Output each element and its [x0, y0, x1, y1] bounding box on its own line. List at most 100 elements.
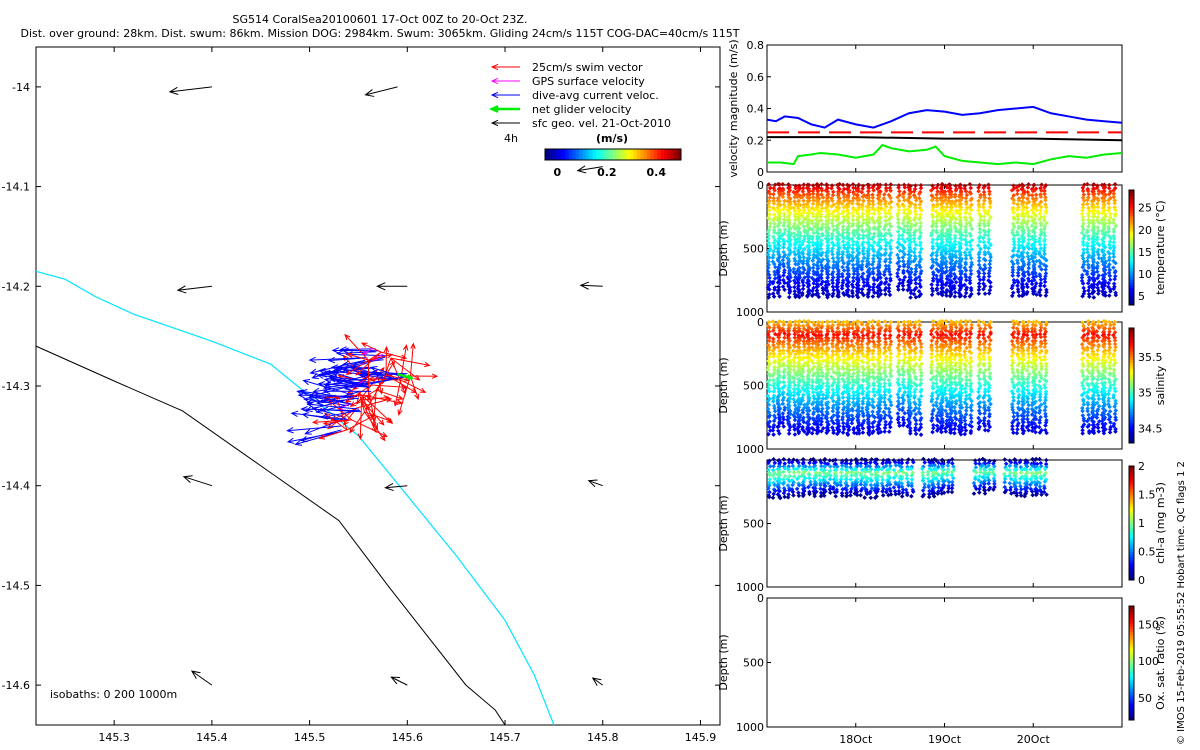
temperature-ylabel: Depth (m) [717, 220, 730, 276]
temperature-colorbar-cell [1129, 244, 1134, 248]
colorbar-cell [548, 149, 553, 160]
map-xtick-label: 145.7 [489, 731, 521, 744]
colorbar-cell [585, 149, 590, 160]
temperature-colorbar-cell [1129, 247, 1134, 251]
temperature-sample-point [773, 264, 778, 270]
map-xtick-label: 145.4 [196, 731, 228, 744]
temperature-sample-point [786, 265, 791, 270]
velocity-ytick-label: 0 [757, 166, 764, 179]
temperature-colorbar-cell [1129, 233, 1134, 237]
temperature-sample-point [825, 258, 831, 264]
temperature-colorbar-tick-label: 10 [1138, 268, 1152, 281]
temperature-sample-point [775, 290, 781, 296]
temperature-sample-point [839, 283, 845, 289]
temperature-colorbar-cell [1129, 279, 1134, 283]
temperature-sample-point [842, 292, 847, 298]
temperature-colorbar-cell [1129, 192, 1134, 197]
dive-avg-current-arrow [328, 376, 369, 389]
swim-vector-arrow [322, 419, 352, 426]
temperature-sample-point [787, 290, 792, 296]
temperature-sample-point [770, 281, 776, 286]
temperature-sample-point [800, 261, 806, 266]
temperature-sample-point [776, 284, 781, 290]
temperature-sample-point [818, 281, 824, 287]
temperature-sample-point [786, 262, 791, 268]
temperature-sample-point [805, 294, 810, 299]
temperature-sample-point [777, 294, 782, 299]
swim-vector-arrow [349, 411, 365, 434]
colorbar-cell [674, 149, 678, 160]
temperature-sample-point [796, 273, 802, 279]
temperature-sample-point [810, 258, 816, 263]
temperature-sample-point [840, 264, 845, 270]
map-ytick-label: -14.3 [2, 380, 30, 393]
temperature-sample-point [766, 259, 771, 264]
velocity-ytick-label: 0.2 [747, 134, 765, 147]
swim-vector-arrow [361, 399, 385, 426]
temperature-colorbar-cell [1129, 282, 1134, 286]
temperature-sample-point [805, 284, 811, 289]
temperature-sample-point [815, 263, 820, 269]
temperature-colorbar-cell [1129, 299, 1134, 303]
dive-avg-current-arrow [297, 392, 358, 399]
swim-vector-arrow [364, 411, 386, 442]
temperature-sample-point [787, 285, 793, 290]
legend-label: 25cm/s swim vector [532, 61, 643, 74]
geo-velocity-arrow [587, 479, 603, 488]
velocity-series-net [767, 143, 1123, 166]
temperature-sample-point [800, 286, 806, 292]
temperature-colorbar-tick-label: 5 [1138, 290, 1145, 303]
velocity-ytick-label: 0.6 [747, 71, 765, 84]
temperature-sample-point [792, 288, 798, 294]
temperature-sample-point [771, 294, 777, 299]
colorbar-cell [572, 149, 576, 160]
swim-vector-arrow [375, 360, 396, 391]
dive-avg-current-arrow [306, 401, 360, 410]
temperature-sample-point [825, 268, 831, 274]
colorbar-cell [633, 149, 638, 160]
temperature-colorbar-cell [1129, 221, 1134, 225]
geo-velocity-arrow [182, 475, 213, 487]
temperature-colorbar-cell [1129, 273, 1134, 277]
dive-avg-current-arrow [320, 406, 361, 414]
temperature-colorbar-tick-label: 25 [1138, 202, 1152, 215]
colorbar-cell [562, 149, 566, 160]
dive-avg-current-arrow [322, 387, 372, 395]
temperature-sample-point [795, 279, 801, 285]
temperature-sample-point [775, 258, 781, 263]
legend-arrow-net [488, 105, 520, 113]
dive-avg-current-arrow [335, 377, 395, 384]
dive-avg-current-arrow [341, 347, 379, 354]
swim-vector-arrow [318, 429, 348, 440]
title-line-1: SG514 CoralSea20100601 17-Oct 00Z to 20-… [232, 13, 528, 26]
map-ytick-label: -14.2 [2, 280, 30, 293]
temperature-colorbar-cell [1129, 238, 1134, 243]
temperature-sample-point [781, 264, 787, 269]
temperature-sample-point [840, 280, 846, 285]
temperature-colorbar-cell [1129, 236, 1134, 240]
temperature-colorbar-cell [1129, 207, 1134, 211]
temperature-colorbar-cell [1129, 195, 1134, 200]
temperature-sample-point [815, 260, 821, 265]
title-line-2: Dist. over ground: 28km. Dist. swum: 86k… [20, 27, 740, 40]
temperature-sample-point [814, 272, 819, 277]
temperature-sample-point [814, 278, 819, 284]
temperature-sample-point [830, 293, 835, 299]
temperature-sample-point [824, 285, 829, 290]
temperature-sample-point [794, 268, 800, 274]
temperature-sample-point [792, 284, 797, 290]
temperature-colorbar-cell [1129, 204, 1134, 208]
temperature-sample-point [836, 267, 841, 273]
temperature-sample-point [781, 273, 786, 278]
temperature-sample-point [805, 258, 810, 264]
temperature-sample-point [766, 265, 771, 271]
temperature-sample-point [772, 272, 778, 277]
temperature-sample-point [831, 287, 836, 293]
temperature-sample-point [816, 294, 822, 300]
colorbar-cell [643, 149, 648, 160]
colorbar-cell [579, 149, 583, 160]
temperature-sample-point [802, 267, 807, 273]
temperature-colorbar-cell [1129, 293, 1134, 297]
colorbar-cell [640, 149, 644, 160]
